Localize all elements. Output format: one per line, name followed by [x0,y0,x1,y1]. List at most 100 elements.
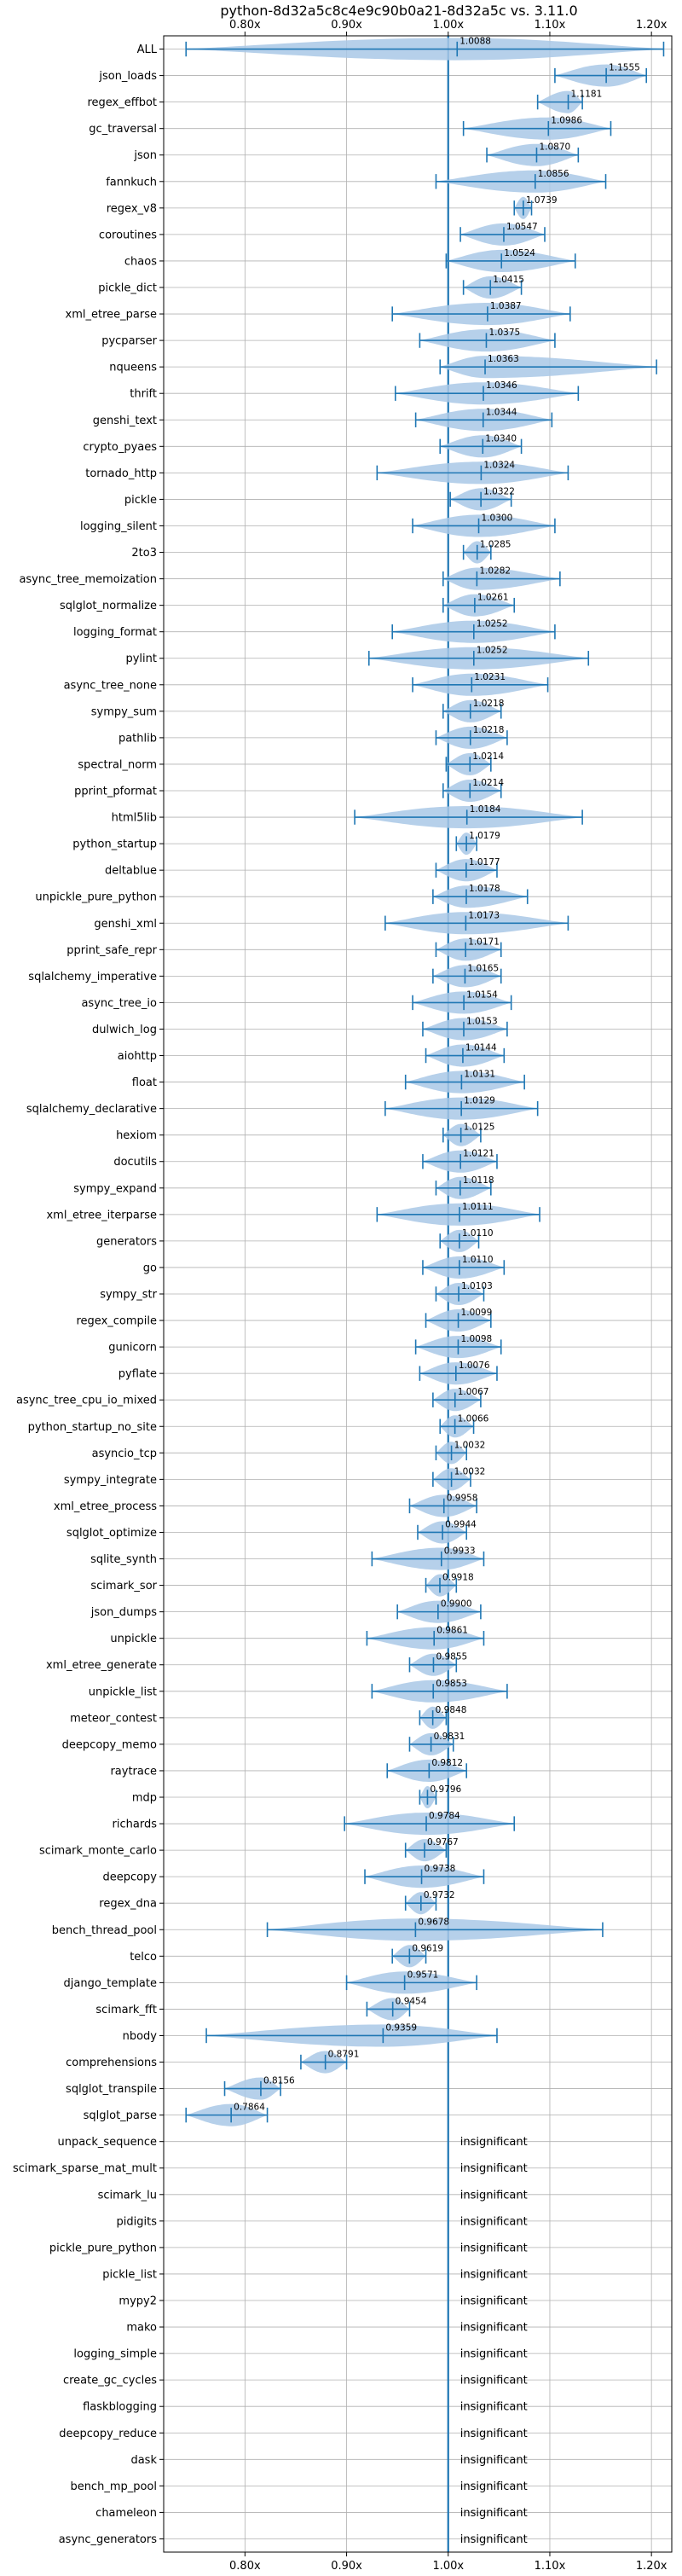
category-labels: ALL json_loads regex_effbot gc_traversaljso… [13,44,164,2546]
value-label: 1.0111 [462,1202,494,1212]
value-label: 1.0375 [488,328,520,338]
category-label: async_tree_memoization [19,573,157,586]
value-label: 1.0129 [464,1096,495,1106]
category-label: mdp [132,1792,157,1805]
x-tick-label-bottom: 1.00x [432,2560,464,2573]
x-tick-label-bottom: 0.90x [331,2560,362,2573]
category-label: python_startup_no_site [28,1421,157,1434]
category-label: richards [113,1819,158,1831]
category-label: sqlglot_parse [84,2109,157,2122]
value-label: 1.0340 [485,433,517,444]
category-label: regex_compile [76,1315,157,1328]
grid-lines [164,36,672,2552]
category-label: flaskblogging [83,2401,157,2414]
value-label: 1.0173 [468,910,500,920]
category-label: sympy_sum [91,705,157,718]
value-label: 0.9933 [444,1546,476,1557]
value-label: 1.0300 [482,513,513,523]
category-label: xml_etree_parse [66,309,157,322]
value-label: 1.0282 [479,566,511,577]
category-label: pickle [124,494,157,507]
value-label: 1.0231 [474,672,506,682]
value-label: 1.1555 [609,63,640,73]
value-label: 1.0153 [466,1016,498,1026]
insignificant-label: insignificant [460,2136,528,2149]
value-label: 1.0184 [470,804,501,815]
value-label: 1.0547 [506,222,538,232]
insignificant-label: insignificant [460,2533,528,2546]
value-label: 0.9732 [424,1890,455,1900]
value-label: 1.0103 [461,1281,493,1291]
category-label: bench_mp_pool [70,2480,157,2493]
insignificant-label: insignificant [460,2507,528,2520]
category-label: gunicorn [108,1342,157,1355]
category-label: go [143,1262,157,1274]
category-label: float [132,1076,157,1089]
category-label: regex_dna [99,1898,157,1911]
value-label: 1.0252 [477,646,508,656]
value-label: 1.0118 [463,1175,494,1186]
category-label: unpickle [110,1633,157,1645]
value-label: 1.0739 [526,195,558,206]
insignificant-label: insignificant [460,2242,528,2254]
value-label: 1.0856 [538,169,569,179]
value-label: 0.9958 [447,1493,478,1503]
value-label: 1.0066 [458,1413,489,1424]
value-label: 1.0179 [469,831,500,841]
value-label: 1.0032 [454,1466,486,1477]
value-label: 1.1181 [571,90,603,100]
x-tick-label-bottom: 0.80x [229,2560,261,2573]
category-label: scimark_monte_carlo [39,1845,157,1858]
value-label: 0.7864 [234,2103,265,2113]
value-label: 1.0387 [490,301,522,311]
value-label: 1.0344 [486,407,517,417]
category-label: dask [130,2454,157,2467]
category-label: ALL [137,44,158,56]
category-label: pprint_safe_repr [66,944,157,957]
category-label: meteor_contest [70,1712,157,1725]
value-label: 1.0098 [460,1334,492,1344]
value-label: 0.9853 [436,1679,467,1689]
category-label: pyflate [118,1368,157,1381]
value-label: 1.0214 [472,751,504,762]
value-label: 1.0067 [458,1387,489,1397]
value-label: 0.9848 [436,1705,467,1715]
category-label: xml_etree_generate [46,1659,157,1672]
value-label: 1.0110 [462,1228,494,1239]
category-label: pickle_pure_python [49,2242,157,2254]
category-label: generators [96,1235,157,1248]
value-label: 1.0165 [467,963,499,973]
value-label: 0.9359 [385,2022,417,2033]
category-label: logging_silent [80,520,157,533]
category-label: deepcopy [102,1871,157,1884]
value-label: 1.0285 [480,540,512,550]
chart-title: python-8d32a5c8c4e9c90b0a21-8d32a5c vs. … [220,3,577,19]
insignificant-label: insignificant [460,2189,528,2202]
category-label: html5lib [112,812,157,825]
category-label: telco [130,1951,157,1964]
value-label: 1.0322 [483,486,515,496]
value-label: 1.0154 [466,989,498,1000]
value-label: 1.0131 [464,1070,495,1080]
x-tick-label-top: 0.80x [229,19,261,32]
category-label: async_tree_io [81,997,157,1010]
insignificant-label: insignificant [460,2322,528,2335]
value-label: 1.0346 [486,380,517,391]
category-label: thrift [130,388,157,401]
category-label: mypy2 [118,2295,157,2308]
category-label: chaos [124,255,157,268]
insignificant-label: insignificant [460,2454,528,2467]
x-tick-label-top: 1.00x [432,19,464,32]
category-label: pathlib [118,732,157,745]
category-label: fannkuch [106,176,157,189]
value-label: 1.0218 [473,725,505,735]
category-label: async_generators [59,2533,158,2546]
value-label: 0.9619 [412,1943,443,1953]
category-label: scimark_sor [90,1580,157,1593]
category-label: pidigits [117,2215,158,2228]
category-label: logging_simple [73,2348,157,2361]
category-label: regex_effbot [87,96,157,109]
category-label: scimark_fft [95,2004,157,2016]
value-label: 1.0252 [477,619,508,629]
category-label: aiohttp [118,1050,157,1063]
